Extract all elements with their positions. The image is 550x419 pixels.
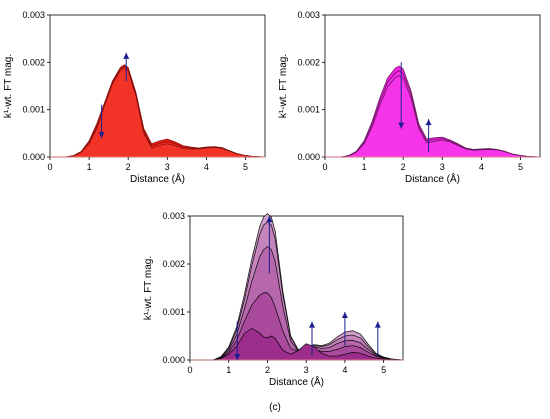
x-axis-label: Distance (Å) <box>130 172 185 185</box>
x-tick-label: 5 <box>243 162 248 172</box>
y-tick-label: 0.002 <box>297 57 320 67</box>
y-tick-label: 0.000 <box>22 152 45 162</box>
y-tick-label: 0.000 <box>162 355 185 365</box>
series-area-4 <box>190 213 403 360</box>
series-area-3 <box>190 221 403 360</box>
y-axis-label: k¹-wt. FT mag. <box>3 54 14 118</box>
x-tick-label: 3 <box>165 162 170 172</box>
trend-arrow-head <box>98 132 105 139</box>
x-axis-label: Distance (Å) <box>405 172 460 185</box>
x-tick-label: 1 <box>87 162 92 172</box>
x-tick-label: 3 <box>304 365 309 375</box>
y-tick-label: 0.003 <box>297 10 320 20</box>
series-line-0 <box>190 327 404 361</box>
series-line-3 <box>190 221 404 361</box>
chart-panel-a: 0 1 2 3 4 5 0.000 0.001 0.002 0.003 Distance (Å) k¹… <box>3 10 266 185</box>
trend-arrow-head <box>308 321 315 328</box>
series-area-0 <box>50 68 265 157</box>
x-tick-label: 4 <box>204 162 209 172</box>
y-tick-label: 0.002 <box>22 57 45 67</box>
x-tick-label: 2 <box>265 365 270 375</box>
chart-panel-c: 0 1 2 3 4 5 0.000 0.001 0.002 0.003 Distance (Å) k¹… <box>143 211 404 388</box>
series-line-2 <box>190 246 404 361</box>
series-area-2 <box>50 64 265 157</box>
trend-arrow-head <box>374 321 381 328</box>
y-tick-label: 0.001 <box>162 307 185 317</box>
x-tick-label: 2 <box>126 162 131 172</box>
x-tick-label: 1 <box>226 365 231 375</box>
plot-frame <box>324 14 541 158</box>
y-tick-label: 0.001 <box>297 105 320 115</box>
y-tick-label: 0.001 <box>22 105 45 115</box>
trend-arrow-head <box>425 119 432 126</box>
trend-arrow-head <box>234 354 241 360</box>
x-tick-label: 5 <box>381 365 386 375</box>
y-axis-label: k¹-wt. FT mag. <box>278 54 289 118</box>
plot-frame <box>49 14 266 158</box>
series-line-0 <box>50 67 266 158</box>
x-tick-label: 4 <box>342 365 347 375</box>
series-line-1 <box>190 292 404 361</box>
series-area-2 <box>190 246 403 360</box>
series-line-4 <box>190 213 404 361</box>
x-axis-label: Distance (Å) <box>269 375 324 388</box>
series-area-0 <box>325 75 540 157</box>
trend-arrow-head <box>341 312 348 318</box>
y-tick-label: 0.003 <box>162 211 185 221</box>
x-tick-label: 0 <box>187 365 192 375</box>
plot-frame <box>189 215 404 361</box>
x-tick-label: 0 <box>47 162 52 172</box>
y-tick-label: 0.002 <box>162 259 185 269</box>
x-tick-label: 0 <box>322 162 327 172</box>
series-line-2 <box>325 65 541 158</box>
x-tick-label: 4 <box>479 162 484 172</box>
x-tick-label: 3 <box>440 162 445 172</box>
y-axis-label: k¹-wt. FT mag. <box>143 256 154 320</box>
series-area-0 <box>190 328 403 360</box>
x-tick-label: 2 <box>401 162 406 172</box>
x-tick-label: 1 <box>362 162 367 172</box>
trend-arrow-head <box>123 52 130 59</box>
trend-arrow-head <box>266 216 273 222</box>
y-tick-label: 0.003 <box>22 10 45 20</box>
chart-panel-b: 0 1 2 3 4 5 0.000 0.001 0.002 0.003 Distance (Å) k¹… <box>278 10 541 185</box>
y-tick-label: 0.000 <box>297 152 320 162</box>
series-line-0 <box>325 75 541 158</box>
figure-label: (c) <box>269 402 281 413</box>
x-tick-label: 5 <box>518 162 523 172</box>
series-line-1 <box>50 65 266 158</box>
trend-arrow-head <box>398 122 405 129</box>
